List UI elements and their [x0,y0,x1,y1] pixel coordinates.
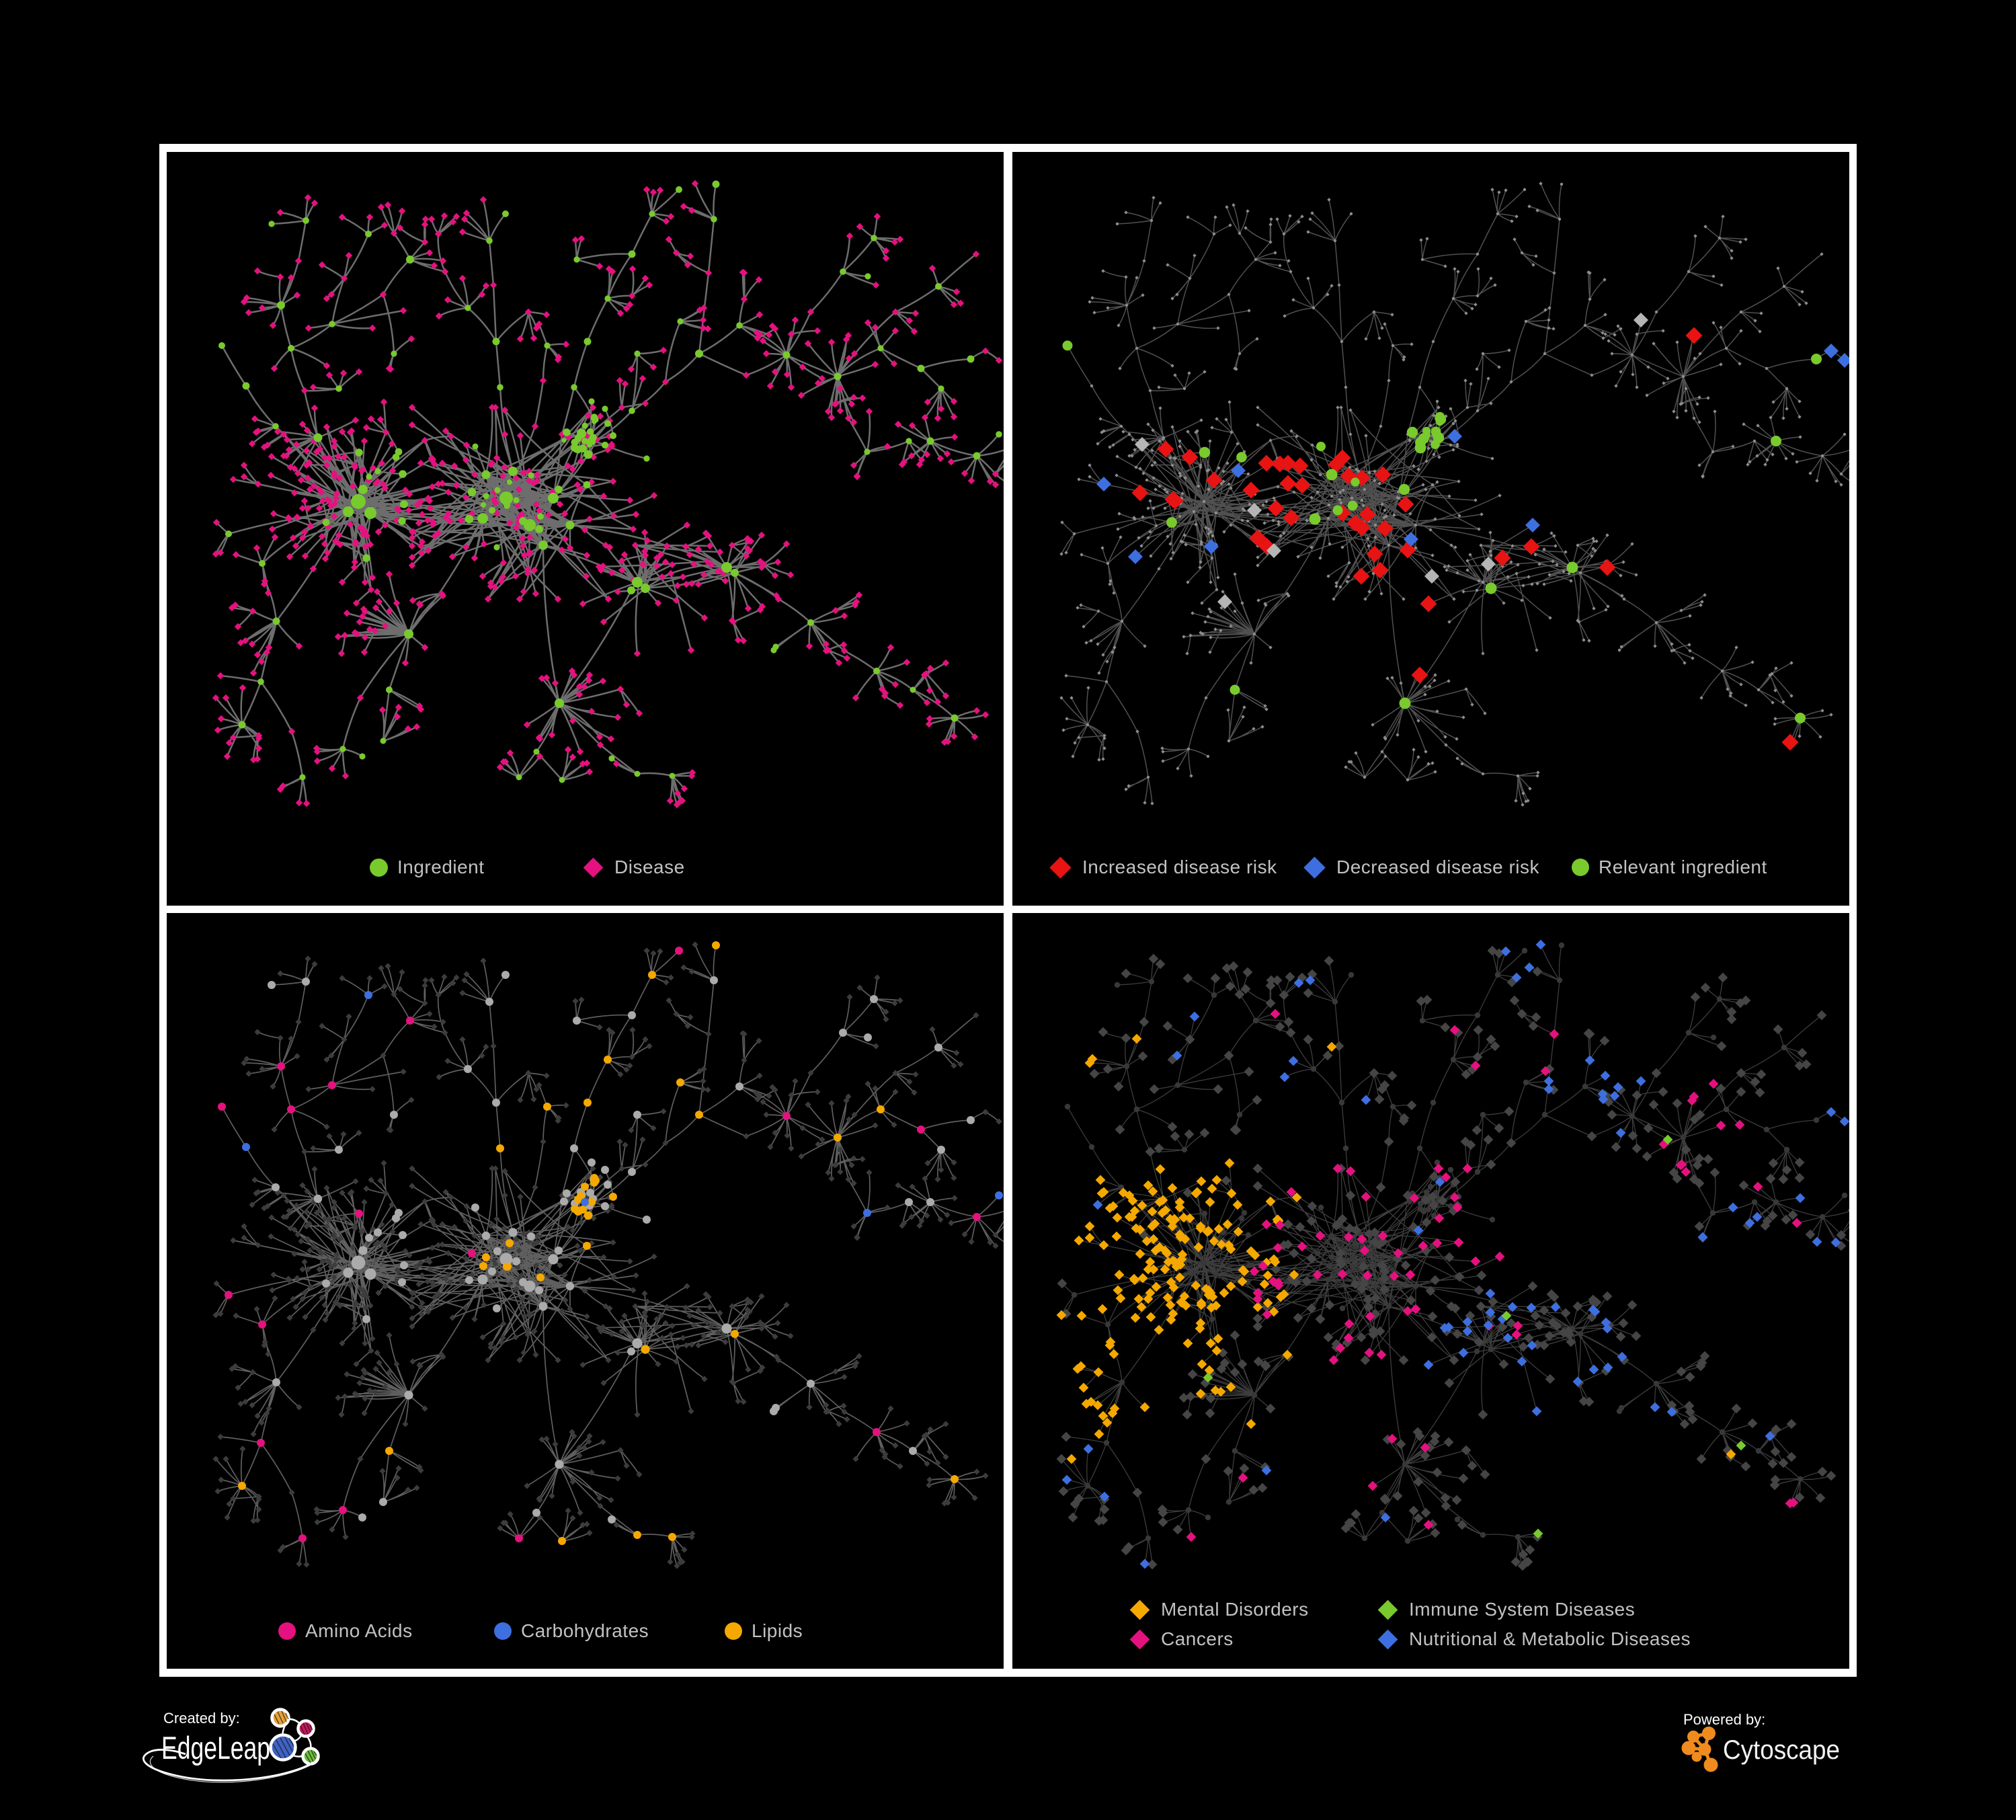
svg-text:Powered by:: Powered by: [1683,1711,1765,1728]
svg-text:Cytoscape: Cytoscape [1723,1735,1840,1765]
svg-text:Created by:: Created by: [163,1710,240,1727]
svg-text:EdgeLeap: EdgeLeap [161,1730,270,1766]
